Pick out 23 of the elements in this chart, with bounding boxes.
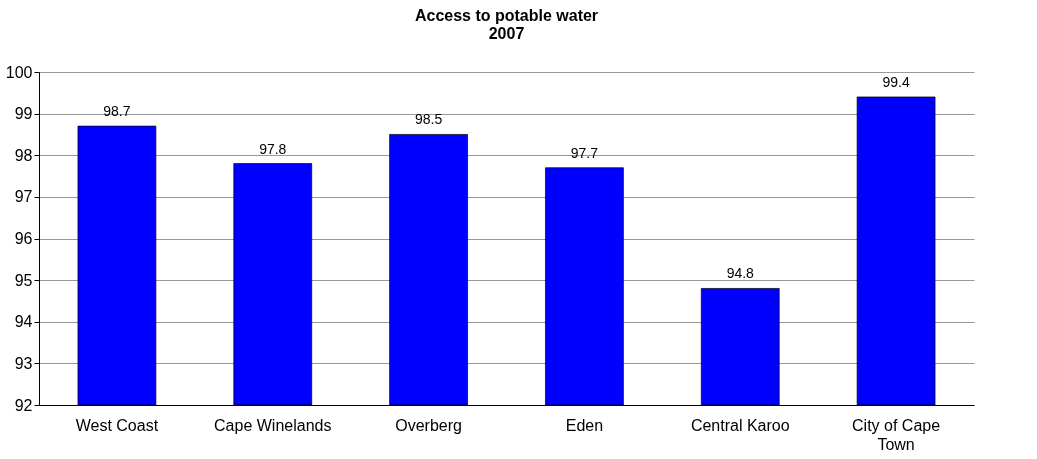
x-tick-label: West Coast xyxy=(75,416,159,434)
y-tick-label: 92 xyxy=(14,396,33,414)
y-tick-label: 100 xyxy=(5,63,33,81)
y-tick-label: 94 xyxy=(14,313,33,331)
x-tick-label: Central Karoo xyxy=(690,416,790,434)
data-label: 97.7 xyxy=(570,144,599,161)
data-label: 98.5 xyxy=(414,111,443,128)
x-tick-label: Overberg xyxy=(395,416,462,434)
x-tick-label: Eden xyxy=(565,416,604,434)
y-tick-label: 93 xyxy=(14,354,33,372)
data-label: 94.8 xyxy=(726,265,755,282)
x-tick-label: City of Cape Town xyxy=(852,416,941,453)
data-label: 98.7 xyxy=(103,103,131,120)
y-tick-label: 99 xyxy=(14,105,33,123)
x-tick-label: Cape Winelands xyxy=(214,416,332,434)
y-tick-label: 95 xyxy=(14,271,33,289)
y-tick-label: 98 xyxy=(14,146,33,164)
data-label: 99.4 xyxy=(882,73,910,90)
chart-subtitle: 2007 xyxy=(488,25,525,42)
data-label: 97.8 xyxy=(259,140,287,157)
chart-title: Access to potable water xyxy=(414,7,599,24)
y-tick-label: 97 xyxy=(14,188,33,206)
y-tick-label: 96 xyxy=(14,230,33,247)
